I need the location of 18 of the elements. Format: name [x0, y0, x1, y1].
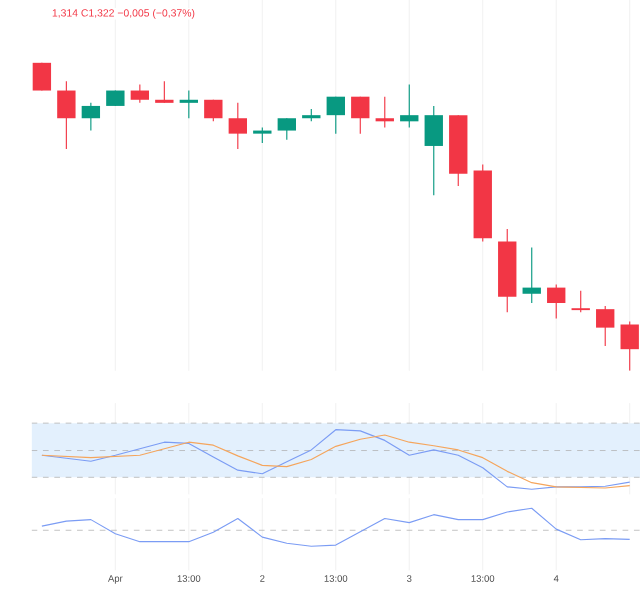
candlestick — [620, 320, 639, 371]
candlestick — [375, 95, 394, 128]
candlestick — [547, 283, 566, 319]
candlestick — [522, 246, 541, 304]
candlestick — [81, 102, 101, 131]
candlestick — [57, 80, 76, 150]
candlestick — [400, 83, 419, 128]
candlestick — [326, 95, 345, 135]
candlestick — [277, 117, 296, 141]
candlestick — [424, 105, 443, 196]
candlestick — [32, 62, 52, 91]
candlestick — [130, 83, 150, 104]
candlestick — [571, 289, 590, 313]
candlestick — [155, 80, 174, 104]
candlestick — [351, 95, 370, 135]
candlestick — [228, 102, 247, 150]
candlestick — [179, 89, 199, 119]
candlestick — [596, 305, 615, 347]
